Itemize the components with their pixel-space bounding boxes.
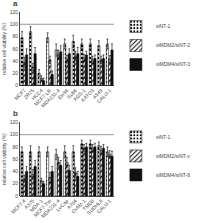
svg-text:MCF7-Tm: MCF7-Tm (32, 198, 52, 218)
svg-text:SUDHL6: SUDHL6 (85, 198, 103, 216)
svg-text:MCF7-4: MCF7-4 (10, 198, 27, 215)
svg-text:MCF7: MCF7 (13, 87, 27, 101)
svg-text:40: 40 (12, 58, 18, 64)
svg-text:120: 120 (10, 119, 19, 125)
svg-text:siMDM2/siNT-v: siMDM2/siNT-v (156, 153, 190, 159)
svg-text:100: 100 (10, 131, 19, 137)
svg-text:20: 20 (12, 70, 18, 76)
svg-text:Su86: Su86 (66, 87, 79, 100)
svg-text:MDA231-4: MDA231-4 (40, 87, 61, 108)
svg-text:0: 0 (15, 82, 18, 88)
svg-text:relative cell viability (%): relative cell viability (%) (1, 133, 7, 185)
svg-text:siNT-1: siNT-1 (156, 134, 171, 140)
svg-text:siNT-1: siNT-1 (156, 23, 171, 29)
svg-text:KATO3: KATO3 (80, 87, 96, 103)
svg-text:MCF7-LR: MCF7-LR (33, 87, 53, 107)
svg-text:0: 0 (15, 193, 18, 199)
svg-text:HCC4: HCC4 (30, 87, 44, 101)
svg-text:TMD8: TMD8 (81, 198, 95, 212)
svg-text:relative cell viability (%): relative cell viability (%) (1, 22, 7, 74)
svg-text:LuCap: LuCap (55, 198, 70, 213)
svg-text:A549: A549 (91, 87, 104, 100)
svg-text:siMDM2/siNT-2: siMDM2/siNT-2 (156, 42, 190, 48)
svg-text:AGS-1: AGS-1 (72, 87, 87, 102)
svg-text:100: 100 (10, 21, 19, 27)
svg-text:CALU-1: CALU-1 (95, 198, 112, 215)
svg-text:40: 40 (12, 168, 18, 174)
svg-text:60: 60 (12, 156, 18, 162)
svg-text:a: a (13, 0, 18, 8)
svg-text:siMDM4/siNT-8: siMDM4/siNT-8 (156, 172, 190, 178)
svg-text:MDA-1: MDA-1 (29, 198, 44, 213)
svg-text:60: 60 (12, 46, 18, 52)
svg-text:ZR75: ZR75 (22, 87, 35, 100)
svg-text:Ew36: Ew36 (56, 87, 69, 100)
svg-text:80: 80 (12, 144, 18, 150)
svg-text:OvMz-1: OvMz-1 (70, 198, 87, 215)
svg-text:MDA231-4: MDA231-4 (40, 198, 61, 219)
svg-text:siMDM4/siNT-3: siMDM4/siNT-3 (156, 61, 190, 67)
svg-text:80: 80 (12, 33, 18, 39)
svg-text:b: b (13, 109, 18, 118)
svg-text:20: 20 (12, 180, 18, 186)
svg-text:120: 120 (10, 9, 19, 15)
svg-text:A375: A375 (23, 198, 36, 211)
svg-text:CALU-1: CALU-1 (95, 87, 112, 104)
svg-text:A704: A704 (66, 198, 79, 211)
